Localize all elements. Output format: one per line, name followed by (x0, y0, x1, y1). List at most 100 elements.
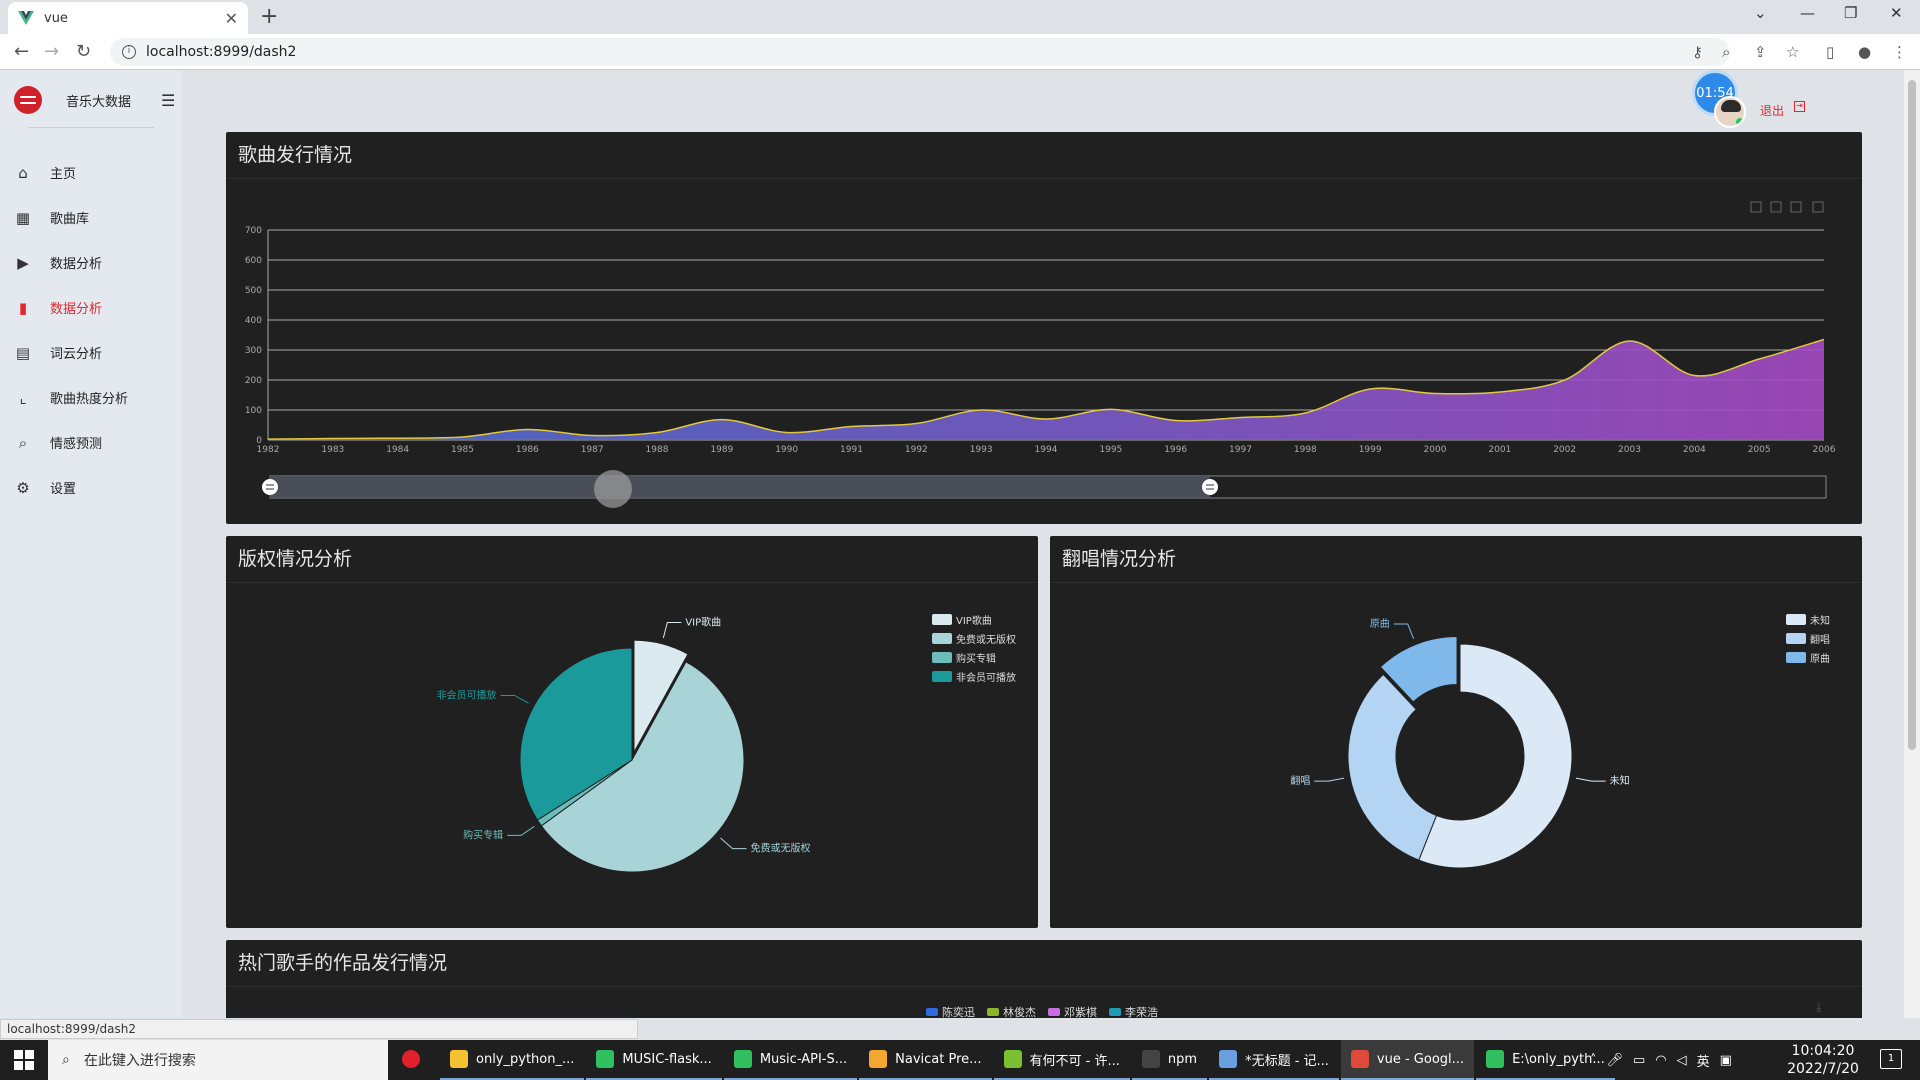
brand-title: 音乐大数据 (66, 94, 132, 110)
legend-item[interactable]: 未知 (1786, 610, 1830, 629)
cover-label-line (1314, 777, 1345, 782)
legend-item[interactable]: 免费或无版权 (932, 629, 1016, 648)
microphone-icon[interactable]: 🎤︎ (1606, 1052, 1624, 1068)
zoom-icon[interactable]: ⌕ (1722, 43, 1731, 61)
taskbar-app[interactable]: E:\only_pyth... (1476, 1040, 1615, 1080)
legend-item[interactable]: 李荣浩 (1109, 1002, 1158, 1018)
site-info-icon[interactable]: i (122, 45, 136, 59)
star-icon[interactable]: ☆ (1786, 43, 1800, 61)
zoom-handle-left[interactable] (262, 479, 278, 495)
sidebar-item-popularity[interactable]: ⌞ 歌曲热度分析 (0, 375, 182, 420)
legend-swatch (932, 671, 952, 682)
clock-time: 10:04:20 (1791, 1043, 1855, 1059)
sidebar-item-wordcloud[interactable]: ▤ 词云分析 (0, 330, 182, 375)
browser-tab[interactable]: vue ✕ (8, 2, 248, 34)
profile-icon[interactable]: ● (1858, 43, 1872, 61)
taskbar-clock[interactable]: 10:04:20 2022/7/20 (1778, 1042, 1868, 1078)
zoom-select-icon[interactable] (1750, 201, 1762, 213)
x-tick-label: 1992 (905, 445, 928, 455)
taskbar-app[interactable]: vue - Googl... (1340, 1040, 1475, 1080)
sidebar-item-home[interactable]: ⌂ 主页 (0, 150, 182, 195)
legend-item[interactable]: 陈奕迅 (926, 1002, 975, 1018)
more-menu-icon[interactable]: ⋮ (1892, 43, 1907, 61)
restore-icon[interactable] (1790, 201, 1802, 213)
save-image-icon[interactable] (1812, 201, 1824, 213)
back-button[interactable]: ← (14, 41, 30, 62)
battery-icon[interactable]: ▭ (1633, 1052, 1646, 1068)
copyright-slice[interactable] (519, 647, 633, 821)
legend-item[interactable]: 原曲 (1786, 648, 1830, 667)
logout-link[interactable]: 退出 (1760, 104, 1785, 118)
cover-slice-label: 未知 (1610, 774, 1630, 787)
sidebar-item-sentiment[interactable]: ⌕ 情感预测 (0, 420, 182, 465)
zoom-reset-icon[interactable] (1770, 201, 1782, 213)
share-icon[interactable]: ⇪ (1754, 43, 1767, 61)
cover-slice-label: 原曲 (1370, 618, 1390, 630)
cover-slice[interactable] (1379, 636, 1458, 703)
x-tick-label: 1993 (970, 445, 993, 455)
taskbar-app[interactable]: *无标题 - 记... (1209, 1040, 1339, 1080)
tab-close-icon[interactable]: ✕ (224, 8, 238, 28)
zoom-handle-right[interactable] (1202, 479, 1218, 495)
clock-date: 2022/7/20 (1787, 1061, 1859, 1077)
avatar[interactable] (1714, 96, 1746, 128)
security-icon[interactable]: ▣ (1719, 1052, 1732, 1068)
taskbar-app[interactable]: MUSIC-flask... (586, 1040, 722, 1080)
sidebar-item-analysis-active[interactable]: ▮ 数据分析 (0, 285, 182, 330)
taskbar-app[interactable]: 有何不可 - 许... (993, 1040, 1130, 1080)
taskbar-app[interactable]: only_python_... (440, 1040, 585, 1080)
tray-chevron-icon[interactable]: ˄ (1590, 1052, 1597, 1068)
wifi-icon[interactable]: ◠ (1655, 1052, 1667, 1068)
taskbar-app[interactable]: Music-API-S... (723, 1040, 858, 1080)
release-area-chart[interactable]: 0 100 200 300 400 500 600 700 1982 1983 1984 1985 19… (226, 132, 1862, 524)
scrollbar-thumb[interactable] (1908, 80, 1916, 750)
download-icon[interactable]: ⤓ (1816, 1000, 1822, 1015)
search-icon: ⌕ (62, 1052, 70, 1068)
x-tick-label: 2006 (1813, 445, 1836, 455)
restore-button[interactable]: ❐ (1844, 4, 1858, 22)
legend-item[interactable]: 邓紫棋 (1048, 1002, 1097, 1018)
taskbar-app[interactable]: Navicat Pre... (859, 1040, 992, 1080)
release-panel-title: 歌曲发行情况 (238, 144, 353, 166)
close-window-button[interactable]: ✕ (1890, 4, 1903, 22)
app-icon (596, 1050, 615, 1068)
windows-start-icon[interactable] (14, 1050, 34, 1070)
forward-button[interactable]: → (44, 41, 60, 62)
page-scrollbar[interactable] (1904, 70, 1920, 1018)
copyright-slice[interactable] (633, 639, 689, 753)
y-tick-label: 700 (245, 226, 262, 236)
taskbar-search[interactable]: ⌕ 在此键入进行搜索 (48, 1040, 388, 1080)
logout-icon[interactable]: ⇥ (1794, 101, 1805, 112)
minimize-button[interactable]: — (1800, 4, 1815, 22)
tab-search-icon[interactable]: ⌄ (1754, 4, 1767, 22)
new-tab-button[interactable]: + (260, 4, 279, 29)
legend-item[interactable]: 翻唱 (1786, 629, 1830, 648)
bar-chart-icon: ▮ (18, 298, 28, 317)
notification-icon[interactable]: 1 (1880, 1049, 1902, 1069)
opera-task[interactable] (392, 1040, 438, 1080)
sidebar-item-analysis[interactable]: ▶ 数据分析 (0, 240, 182, 285)
key-icon[interactable]: ⚷ (1692, 43, 1703, 61)
side-panel-icon[interactable]: ▯ (1826, 43, 1835, 61)
sidebar-item-library[interactable]: ▦ 歌曲库 (0, 195, 182, 240)
reload-button[interactable]: ↻ (76, 41, 92, 62)
zoom-slider-selection[interactable] (270, 476, 1210, 498)
copyright-slice[interactable] (540, 661, 745, 873)
legend-swatch (987, 1007, 999, 1016)
legend-item[interactable]: VIP歌曲 (932, 610, 1016, 629)
legend-item[interactable]: 林俊杰 (987, 1002, 1036, 1018)
ime-indicator[interactable]: 英 (1696, 1054, 1710, 1070)
legend-item[interactable]: 非会员可播放 (932, 667, 1016, 686)
menu-toggle-icon[interactable]: ☰ (161, 90, 176, 110)
cover-slice[interactable] (1347, 673, 1438, 861)
sidebar-item-settings[interactable]: ⚙ 设置 (0, 465, 182, 510)
legend-item[interactable]: 购买专辑 (932, 648, 1016, 667)
cover-slice[interactable] (1418, 643, 1573, 869)
volume-icon[interactable]: ◁ (1676, 1052, 1687, 1068)
online-indicator (1736, 118, 1744, 126)
taskbar-app[interactable]: npm (1131, 1040, 1208, 1080)
cover-legend: 未知 翻唱 原曲 (1786, 610, 1830, 667)
url-bar[interactable]: i localhost:8999/dash2 (110, 38, 1730, 66)
